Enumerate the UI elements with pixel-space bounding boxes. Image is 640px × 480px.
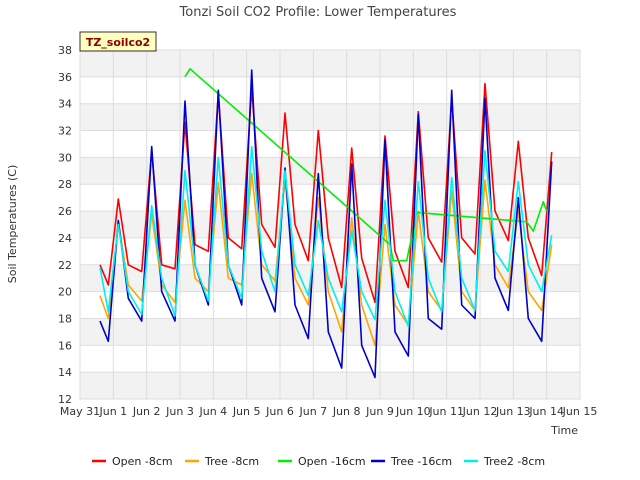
- plot-band: [80, 264, 580, 292]
- x-tick-label: Jun 13: [495, 405, 531, 418]
- x-tick-label: Jun 5: [232, 405, 261, 418]
- grid-lines: [79, 49, 581, 400]
- x-tick-label: Jun 14: [528, 405, 564, 418]
- legend-label-tree-8cm: Tree -8cm: [204, 455, 259, 468]
- y-tick-label: 32: [58, 125, 72, 138]
- x-tick-label: Jun 4: [198, 405, 227, 418]
- y-tick-label: 16: [58, 339, 72, 352]
- plot-band: [80, 157, 580, 185]
- y-tick-label: 18: [58, 312, 72, 325]
- legend-label-tree-16cm: Tree -16cm: [390, 455, 452, 468]
- y-axis-label: Soil Temperatures (C): [6, 165, 19, 284]
- series-line-open-8cm: [99, 82, 553, 304]
- series-layer: [99, 68, 553, 379]
- y-tick-label: 12: [58, 393, 72, 406]
- y-tick-label: 28: [58, 178, 72, 191]
- y-tick-label: 26: [58, 205, 72, 218]
- plot-band: [80, 372, 580, 399]
- y-tick-label: 24: [58, 232, 72, 245]
- series-line-tree2-8cm: [99, 145, 553, 328]
- x-tick-label: Jun 9: [365, 405, 394, 418]
- chart-title: Tonzi Soil CO2 Profile: Lower Temperatur…: [179, 5, 457, 20]
- legend-label-open-8cm: Open -8cm: [112, 455, 173, 468]
- x-tick-label: Jun 3: [165, 405, 194, 418]
- plot-band: [80, 130, 580, 158]
- x-tick-label: Jun 1: [98, 405, 127, 418]
- y-tick-label: 36: [58, 71, 72, 84]
- y-tick-label: 34: [58, 98, 72, 111]
- y-tick-label: 22: [58, 259, 72, 272]
- dataset-badge: TZ_soilco2: [79, 31, 157, 52]
- y-axis-ticks: 12 14 16 18 20 22 24 26 28 30 32 34 36 38: [58, 44, 72, 406]
- x-tick-label: Jun 11: [428, 405, 464, 418]
- y-tick-label: 20: [58, 286, 72, 299]
- y-tick-label: 30: [58, 151, 72, 164]
- x-axis-label: Time: [550, 424, 578, 437]
- legend: Open -8cm Tree -8cm Open -16cm Tree -16cm Tr…: [92, 455, 545, 468]
- x-axis-ticks: May 31 Jun 1 Jun 2 Jun 3 Jun 4 Jun 5 Jun 6 Jun …: [60, 405, 597, 418]
- x-tick-label: Jun 15: [562, 405, 598, 418]
- x-tick-label: May 31: [60, 405, 100, 418]
- x-tick-label: Jun 12: [462, 405, 498, 418]
- y-tick-label: 14: [58, 366, 72, 379]
- x-tick-label: Jun 10: [395, 405, 431, 418]
- plot-background: [79, 49, 581, 400]
- x-tick-label: Jun 2: [132, 405, 161, 418]
- legend-label-tree2-8cm: Tree2 -8cm: [483, 455, 545, 468]
- y-tick-label: 38: [58, 44, 72, 57]
- x-tick-label: Jun 8: [332, 405, 361, 418]
- plot-band: [80, 103, 580, 131]
- plot-band: [80, 184, 580, 212]
- plot-band: [80, 318, 580, 346]
- dataset-badge-label: TZ_soilco2: [86, 36, 150, 49]
- series-line-open-16cm: [184, 68, 548, 262]
- plot-band: [80, 50, 580, 77]
- plot-band: [80, 345, 580, 373]
- x-tick-label: Jun 7: [298, 405, 327, 418]
- plot-band: [80, 76, 580, 104]
- legend-label-open-16cm: Open -16cm: [298, 455, 366, 468]
- x-tick-label: Jun 6: [265, 405, 294, 418]
